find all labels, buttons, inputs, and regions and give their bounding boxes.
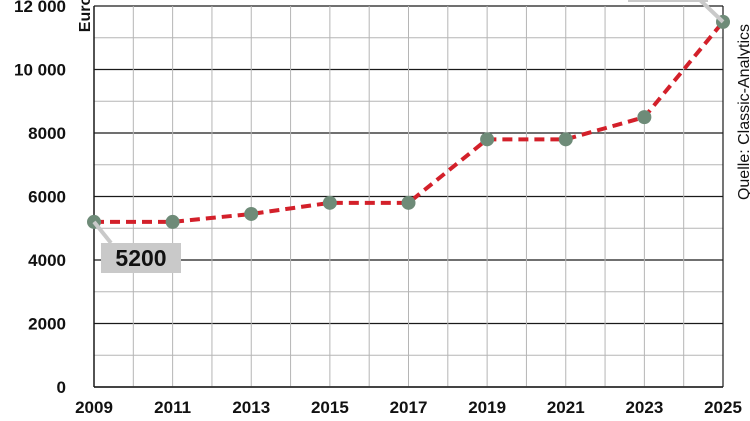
x-tick-label: 2019	[468, 398, 506, 417]
y-tick-label: 2000	[28, 315, 66, 334]
y-axis-label: Euro	[77, 0, 94, 32]
series-line	[94, 20, 725, 224]
axes	[93, 6, 724, 388]
x-tick-labels: 2009 2011 2013 2015 2017 2019 2021 2023 2025	[75, 398, 742, 417]
data-point	[244, 206, 259, 221]
x-tick-label: 2025	[704, 398, 742, 417]
y-tick-label: 0	[57, 378, 66, 397]
series-layer	[87, 14, 730, 229]
data-point	[401, 195, 416, 210]
x-tick-label: 2021	[547, 398, 585, 417]
callout-label: 5200	[115, 245, 166, 271]
data-point	[165, 214, 180, 229]
x-tick-label: 2017	[390, 398, 428, 417]
data-point	[322, 195, 337, 210]
x-tick-label: 2013	[232, 398, 270, 417]
x-tick-label: 2015	[311, 398, 349, 417]
data-point	[480, 132, 495, 147]
annotations: 5200	[92, 0, 725, 273]
data-point	[558, 132, 573, 147]
source-note: Quelle: Classic-Analytics	[736, 24, 750, 200]
y-tick-labels: 0 2000 4000 6000 8000 10 000 12 000	[14, 0, 66, 397]
data-point	[637, 110, 652, 125]
y-tick-label: 6000	[28, 188, 66, 207]
callout-leader	[92, 220, 113, 245]
callout-box	[101, 243, 181, 273]
x-tick-label: 2011	[154, 398, 191, 417]
y-tick-label: 12 000	[14, 0, 66, 16]
x-tick-label: 2023	[625, 398, 663, 417]
callout-box	[628, 0, 708, 2]
x-tick-label: 2009	[75, 398, 113, 417]
y-tick-label: 4000	[28, 251, 66, 270]
y-tick-label: 10 000	[14, 61, 66, 80]
callout-leader	[698, 0, 725, 24]
y-tick-label: 8000	[28, 124, 66, 143]
